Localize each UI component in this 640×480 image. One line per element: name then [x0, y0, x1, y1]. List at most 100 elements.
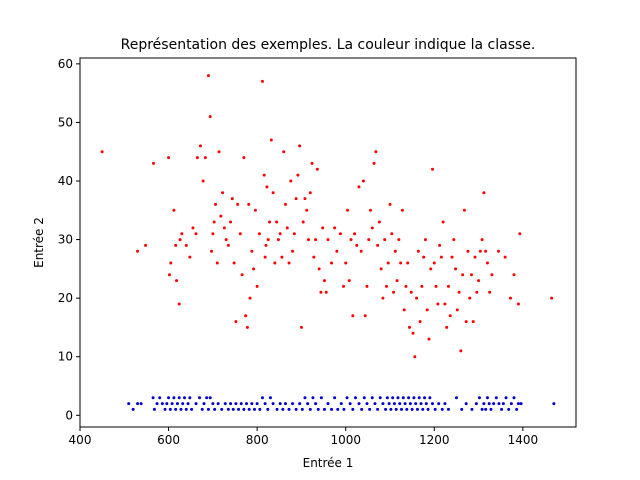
point-series-0-62 [276, 238, 280, 242]
point-series-1-56 [278, 402, 282, 406]
point-series-1-139 [500, 407, 504, 411]
x-tick-label: 1200 [419, 433, 450, 447]
point-series-0-106 [363, 314, 367, 318]
point-series-0-49 [255, 284, 259, 288]
point-series-1-108 [412, 396, 416, 400]
x-axis-label: Entrée 1 [303, 456, 354, 470]
point-series-1-144 [512, 396, 516, 400]
point-series-0-24 [211, 232, 215, 236]
point-series-1-16 [175, 402, 179, 406]
point-series-1-124 [454, 396, 458, 400]
point-series-0-113 [376, 243, 380, 247]
point-series-0-78 [305, 208, 309, 212]
point-series-0-177 [490, 273, 494, 277]
point-series-1-113 [421, 407, 425, 411]
point-series-0-92 [333, 226, 337, 230]
point-series-1-68 [314, 402, 318, 406]
point-series-1-74 [333, 396, 337, 400]
point-series-0-37 [234, 320, 238, 324]
point-series-1-110 [415, 407, 419, 411]
point-series-0-110 [370, 226, 374, 230]
point-series-1-33 [213, 407, 217, 411]
point-series-1-39 [231, 407, 235, 411]
point-series-0-181 [512, 273, 516, 277]
point-series-0-16 [194, 232, 198, 236]
point-series-0-164 [466, 249, 470, 253]
x-axis-ticks: 400 600 800 1000 1200 1400 [69, 427, 539, 447]
point-series-1-81 [353, 396, 357, 400]
point-series-0-112 [374, 150, 378, 154]
point-series-0-30 [221, 191, 225, 195]
point-series-0-83 [314, 238, 318, 242]
point-series-0-123 [393, 249, 397, 253]
x-tick-label: 1400 [508, 433, 539, 447]
point-series-1-147 [519, 402, 523, 406]
point-series-1-70 [319, 396, 323, 400]
point-series-1-67 [311, 396, 315, 400]
y-tick-label: 40 [58, 174, 73, 188]
point-series-0-69 [289, 179, 293, 183]
point-series-1-137 [494, 396, 498, 400]
point-series-1-64 [303, 396, 307, 400]
y-axis-ticks: 0 10 20 30 40 50 60 [58, 57, 80, 422]
point-series-0-57 [268, 220, 272, 224]
point-series-1-85 [365, 402, 369, 406]
point-series-0-151 [443, 302, 447, 306]
point-series-1-3 [139, 402, 143, 406]
point-series-0-51 [260, 79, 264, 83]
point-series-1-35 [220, 407, 224, 411]
point-series-0-149 [439, 255, 443, 259]
point-series-0-33 [226, 243, 230, 247]
point-series-1-36 [223, 402, 227, 406]
point-series-0-158 [455, 308, 459, 312]
point-series-1-77 [342, 407, 346, 411]
point-series-1-122 [443, 402, 447, 406]
point-series-1-120 [437, 402, 441, 406]
point-series-1-140 [501, 402, 505, 406]
point-series-0-137 [418, 320, 422, 324]
chart-title: Représentation des exemples. La couleur … [121, 37, 536, 53]
point-series-1-148 [552, 402, 556, 406]
point-series-1-80 [351, 407, 355, 411]
x-tick-label: 600 [157, 433, 180, 447]
point-series-1-106 [408, 402, 412, 406]
point-series-1-23 [188, 396, 192, 400]
point-series-1-38 [229, 402, 233, 406]
point-series-1-60 [291, 402, 295, 406]
point-series-0-31 [222, 226, 226, 230]
point-series-1-28 [202, 402, 206, 406]
point-series-0-96 [344, 261, 348, 265]
point-series-0-154 [448, 314, 452, 318]
point-series-0-175 [485, 261, 489, 265]
point-series-0-48 [253, 208, 257, 212]
point-series-1-143 [509, 402, 513, 406]
point-series-0-117 [383, 238, 387, 242]
point-series-1-128 [474, 402, 478, 406]
point-series-0-136 [416, 249, 420, 253]
point-series-0-118 [384, 284, 388, 288]
point-series-1-53 [268, 396, 272, 400]
point-series-1-86 [368, 407, 372, 411]
x-tick-label: 400 [69, 433, 92, 447]
point-series-1-78 [345, 396, 349, 400]
point-series-0-6 [169, 261, 173, 265]
point-series-1-26 [198, 396, 202, 400]
point-series-0-67 [285, 226, 289, 230]
point-series-1-94 [387, 402, 391, 406]
point-series-0-45 [248, 296, 252, 300]
point-series-1-45 [247, 407, 251, 411]
point-series-0-19 [201, 179, 205, 183]
point-series-0-98 [347, 279, 351, 283]
point-series-0-100 [351, 314, 355, 318]
y-tick-label: 10 [58, 350, 73, 364]
point-series-0-90 [326, 238, 330, 242]
point-series-0-142 [427, 337, 431, 341]
point-series-1-54 [271, 402, 275, 406]
point-series-0-46 [250, 249, 254, 253]
point-series-1-52 [266, 407, 270, 411]
points-layer [100, 74, 556, 411]
point-series-0-104 [359, 249, 363, 253]
point-series-0-41 [242, 156, 246, 160]
point-series-1-76 [339, 402, 343, 406]
point-series-1-10 [165, 402, 169, 406]
